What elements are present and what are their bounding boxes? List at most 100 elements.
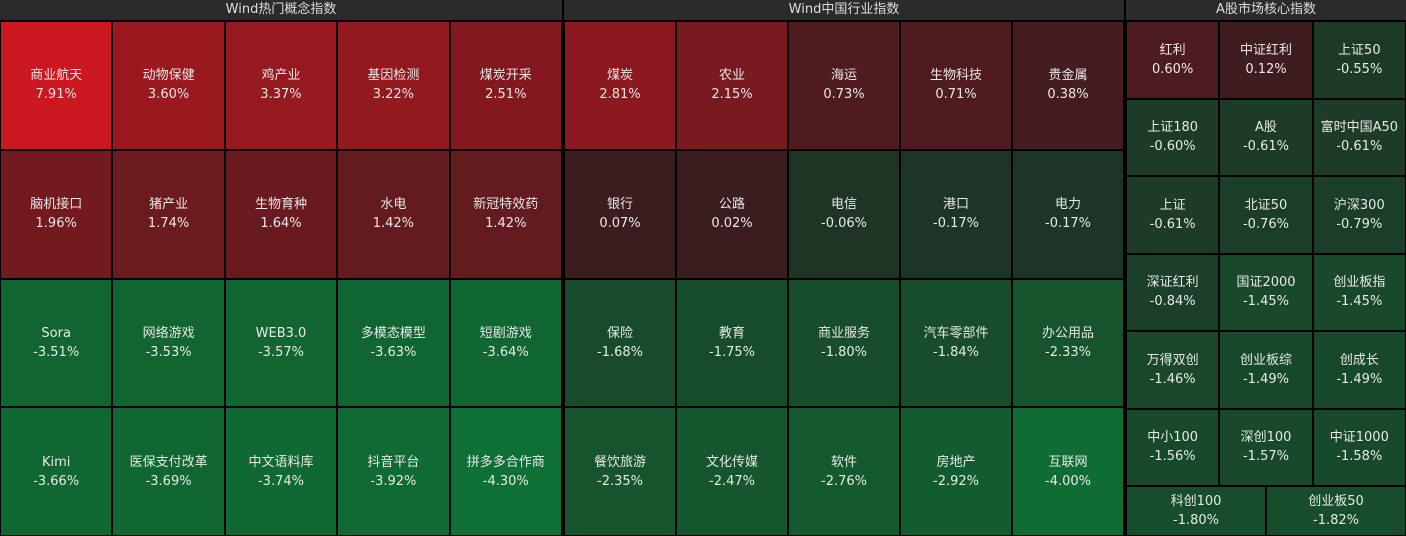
tile-change: -3.69% <box>145 473 192 489</box>
tile[interactable]: 科创100 -1.80% <box>1126 486 1266 536</box>
tile[interactable]: 万得双创 -1.46% <box>1126 331 1220 409</box>
tile-name: 科创100 <box>1170 494 1222 509</box>
tile[interactable]: 水电 1.42% <box>337 149 450 279</box>
tile[interactable]: 公路 0.02% <box>676 149 788 279</box>
tile[interactable]: 贵金属 0.38% <box>1012 21 1124 150</box>
tile-name: 创成长 <box>1339 352 1379 368</box>
tile[interactable]: 拼多多合作商 -4.30% <box>449 407 562 536</box>
tile-change: 1.42% <box>485 216 527 232</box>
tile[interactable]: 中证红利 0.12% <box>1219 21 1313 99</box>
tile[interactable]: 中小100 -1.56% <box>1126 408 1220 486</box>
tile-name: 创业板50 <box>1308 494 1364 509</box>
tile-change: -4.00% <box>1045 473 1091 489</box>
tile-change: -4.30% <box>482 473 529 489</box>
tile[interactable]: A股 -0.61% <box>1219 98 1313 176</box>
tile-name: 保险 <box>606 325 633 341</box>
tile[interactable]: 鸡产业 3.37% <box>224 21 338 150</box>
tile[interactable]: 抖音平台 -3.92% <box>337 407 450 536</box>
tile-name: 煤炭 <box>606 68 633 84</box>
tile[interactable]: 深创100 -1.57% <box>1219 408 1313 486</box>
tile[interactable]: 脑机接口 1.96% <box>0 149 113 279</box>
tile[interactable]: 房地产 -2.92% <box>900 407 1012 536</box>
tile-name: 上证180 <box>1147 120 1199 136</box>
tile-change: -0.17% <box>933 216 979 232</box>
tile[interactable]: 生物科技 0.71% <box>900 21 1012 150</box>
tile[interactable]: 深证红利 -0.84% <box>1126 253 1220 331</box>
tile[interactable]: 餐饮旅游 -2.35% <box>564 407 676 536</box>
tile[interactable]: 煤炭开采 2.51% <box>449 21 562 150</box>
tile-name: 上证 <box>1159 197 1186 213</box>
tile[interactable]: 北证50 -0.76% <box>1219 176 1313 254</box>
tile[interactable]: 商业航天 7.91% <box>0 21 113 150</box>
tile-change: -0.61% <box>1242 139 1289 155</box>
tile[interactable]: 创成长 -1.49% <box>1312 331 1406 409</box>
tile[interactable]: 医保支付改革 -3.69% <box>112 407 225 536</box>
tile-name: 创业板指 <box>1333 275 1386 291</box>
tile[interactable]: 文化传媒 -2.47% <box>676 407 788 536</box>
tile[interactable]: 银行 0.07% <box>564 149 676 279</box>
tile[interactable]: 猪产业 1.74% <box>112 149 225 279</box>
tile-change: 1.64% <box>260 216 302 232</box>
tile[interactable]: 上证180 -0.60% <box>1126 98 1220 176</box>
tile-name: 上证50 <box>1338 42 1381 58</box>
panel-title: Wind热门概念指数 <box>0 0 562 20</box>
tile[interactable]: 商业服务 -1.80% <box>788 278 900 408</box>
tile-name: 电信 <box>830 197 857 213</box>
tile[interactable]: Kimi -3.66% <box>0 407 113 536</box>
tile[interactable]: 动物保健 3.60% <box>112 21 225 150</box>
tile[interactable]: 软件 -2.76% <box>788 407 900 536</box>
tile-change: -1.45% <box>1242 294 1289 310</box>
tile-name: 创业板综 <box>1239 352 1292 368</box>
tile[interactable]: 上证 -0.61% <box>1126 176 1220 254</box>
tile[interactable]: 新冠特效药 1.42% <box>449 149 562 279</box>
tile-name: 汽车零部件 <box>923 325 989 341</box>
tile[interactable]: 中证1000 -1.58% <box>1312 408 1406 486</box>
tile[interactable]: 国证2000 -1.45% <box>1219 253 1313 331</box>
tile[interactable]: 海运 0.73% <box>788 21 900 150</box>
tile[interactable]: 短剧游戏 -3.64% <box>449 278 562 408</box>
tile-change: -1.75% <box>709 344 755 360</box>
tile-change: -3.63% <box>370 344 417 360</box>
tile-name: 办公用品 <box>1041 325 1094 341</box>
tile[interactable]: 农业 2.15% <box>676 21 788 150</box>
tile[interactable]: 生物育种 1.64% <box>224 149 338 279</box>
tile-change: -1.46% <box>1149 371 1196 387</box>
tile[interactable]: 汽车零部件 -1.84% <box>900 278 1012 408</box>
tile[interactable]: 办公用品 -2.33% <box>1012 278 1124 408</box>
tile[interactable]: 沪深300 -0.79% <box>1312 176 1406 254</box>
tile[interactable]: 创业板指 -1.45% <box>1312 253 1406 331</box>
tile-change: -0.61% <box>1149 216 1196 232</box>
tile[interactable]: 港口 -0.17% <box>900 149 1012 279</box>
tile[interactable]: 网络游戏 -3.53% <box>112 278 225 408</box>
tile-change: 1.96% <box>35 216 77 232</box>
tile-name: 万得双创 <box>1146 352 1199 368</box>
tile[interactable]: 创业板50 -1.82% <box>1266 486 1406 536</box>
tile[interactable]: 上证50 -0.55% <box>1312 21 1406 99</box>
tile-change: 0.60% <box>1152 61 1194 77</box>
tile-change: -2.76% <box>821 473 867 489</box>
tile[interactable]: WEB3.0 -3.57% <box>224 278 338 408</box>
tile[interactable]: 创业板综 -1.49% <box>1219 331 1313 409</box>
tile[interactable]: 电力 -0.17% <box>1012 149 1124 279</box>
tile-name: A股 <box>1255 120 1277 136</box>
tile-change: -1.82% <box>1313 513 1359 528</box>
tile-change: -0.17% <box>1045 216 1091 232</box>
tile-change: -0.60% <box>1149 139 1196 155</box>
tile[interactable]: 互联网 -4.00% <box>1012 407 1124 536</box>
panel-title: Wind中国行业指数 <box>564 0 1124 20</box>
tile-change: -3.57% <box>257 344 304 360</box>
tile[interactable]: 红利 0.60% <box>1126 21 1220 99</box>
tile-name: 中证红利 <box>1239 42 1292 58</box>
tile[interactable]: 教育 -1.75% <box>676 278 788 408</box>
tile[interactable]: 煤炭 2.81% <box>564 21 676 150</box>
tile[interactable]: 保险 -1.68% <box>564 278 676 408</box>
tile[interactable]: 电信 -0.06% <box>788 149 900 279</box>
tile[interactable]: 富时中国A50 -0.61% <box>1312 98 1406 176</box>
tile[interactable]: 多模态模型 -3.63% <box>337 278 450 408</box>
tile[interactable]: 中文语料库 -3.74% <box>224 407 338 536</box>
tile-change: 0.02% <box>711 216 753 232</box>
tile-change: -3.92% <box>370 473 417 489</box>
tile[interactable]: 基因检测 3.22% <box>337 21 450 150</box>
tile[interactable]: Sora -3.51% <box>0 278 113 408</box>
